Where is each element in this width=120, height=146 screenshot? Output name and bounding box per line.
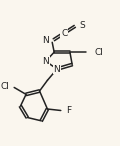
Text: C: C bbox=[61, 29, 67, 38]
Text: S: S bbox=[79, 21, 85, 30]
Text: N: N bbox=[42, 36, 49, 45]
Text: Cl: Cl bbox=[95, 48, 104, 57]
Text: N: N bbox=[42, 57, 49, 66]
Text: N: N bbox=[54, 65, 60, 74]
Text: Cl: Cl bbox=[0, 82, 9, 91]
Text: F: F bbox=[66, 106, 71, 115]
